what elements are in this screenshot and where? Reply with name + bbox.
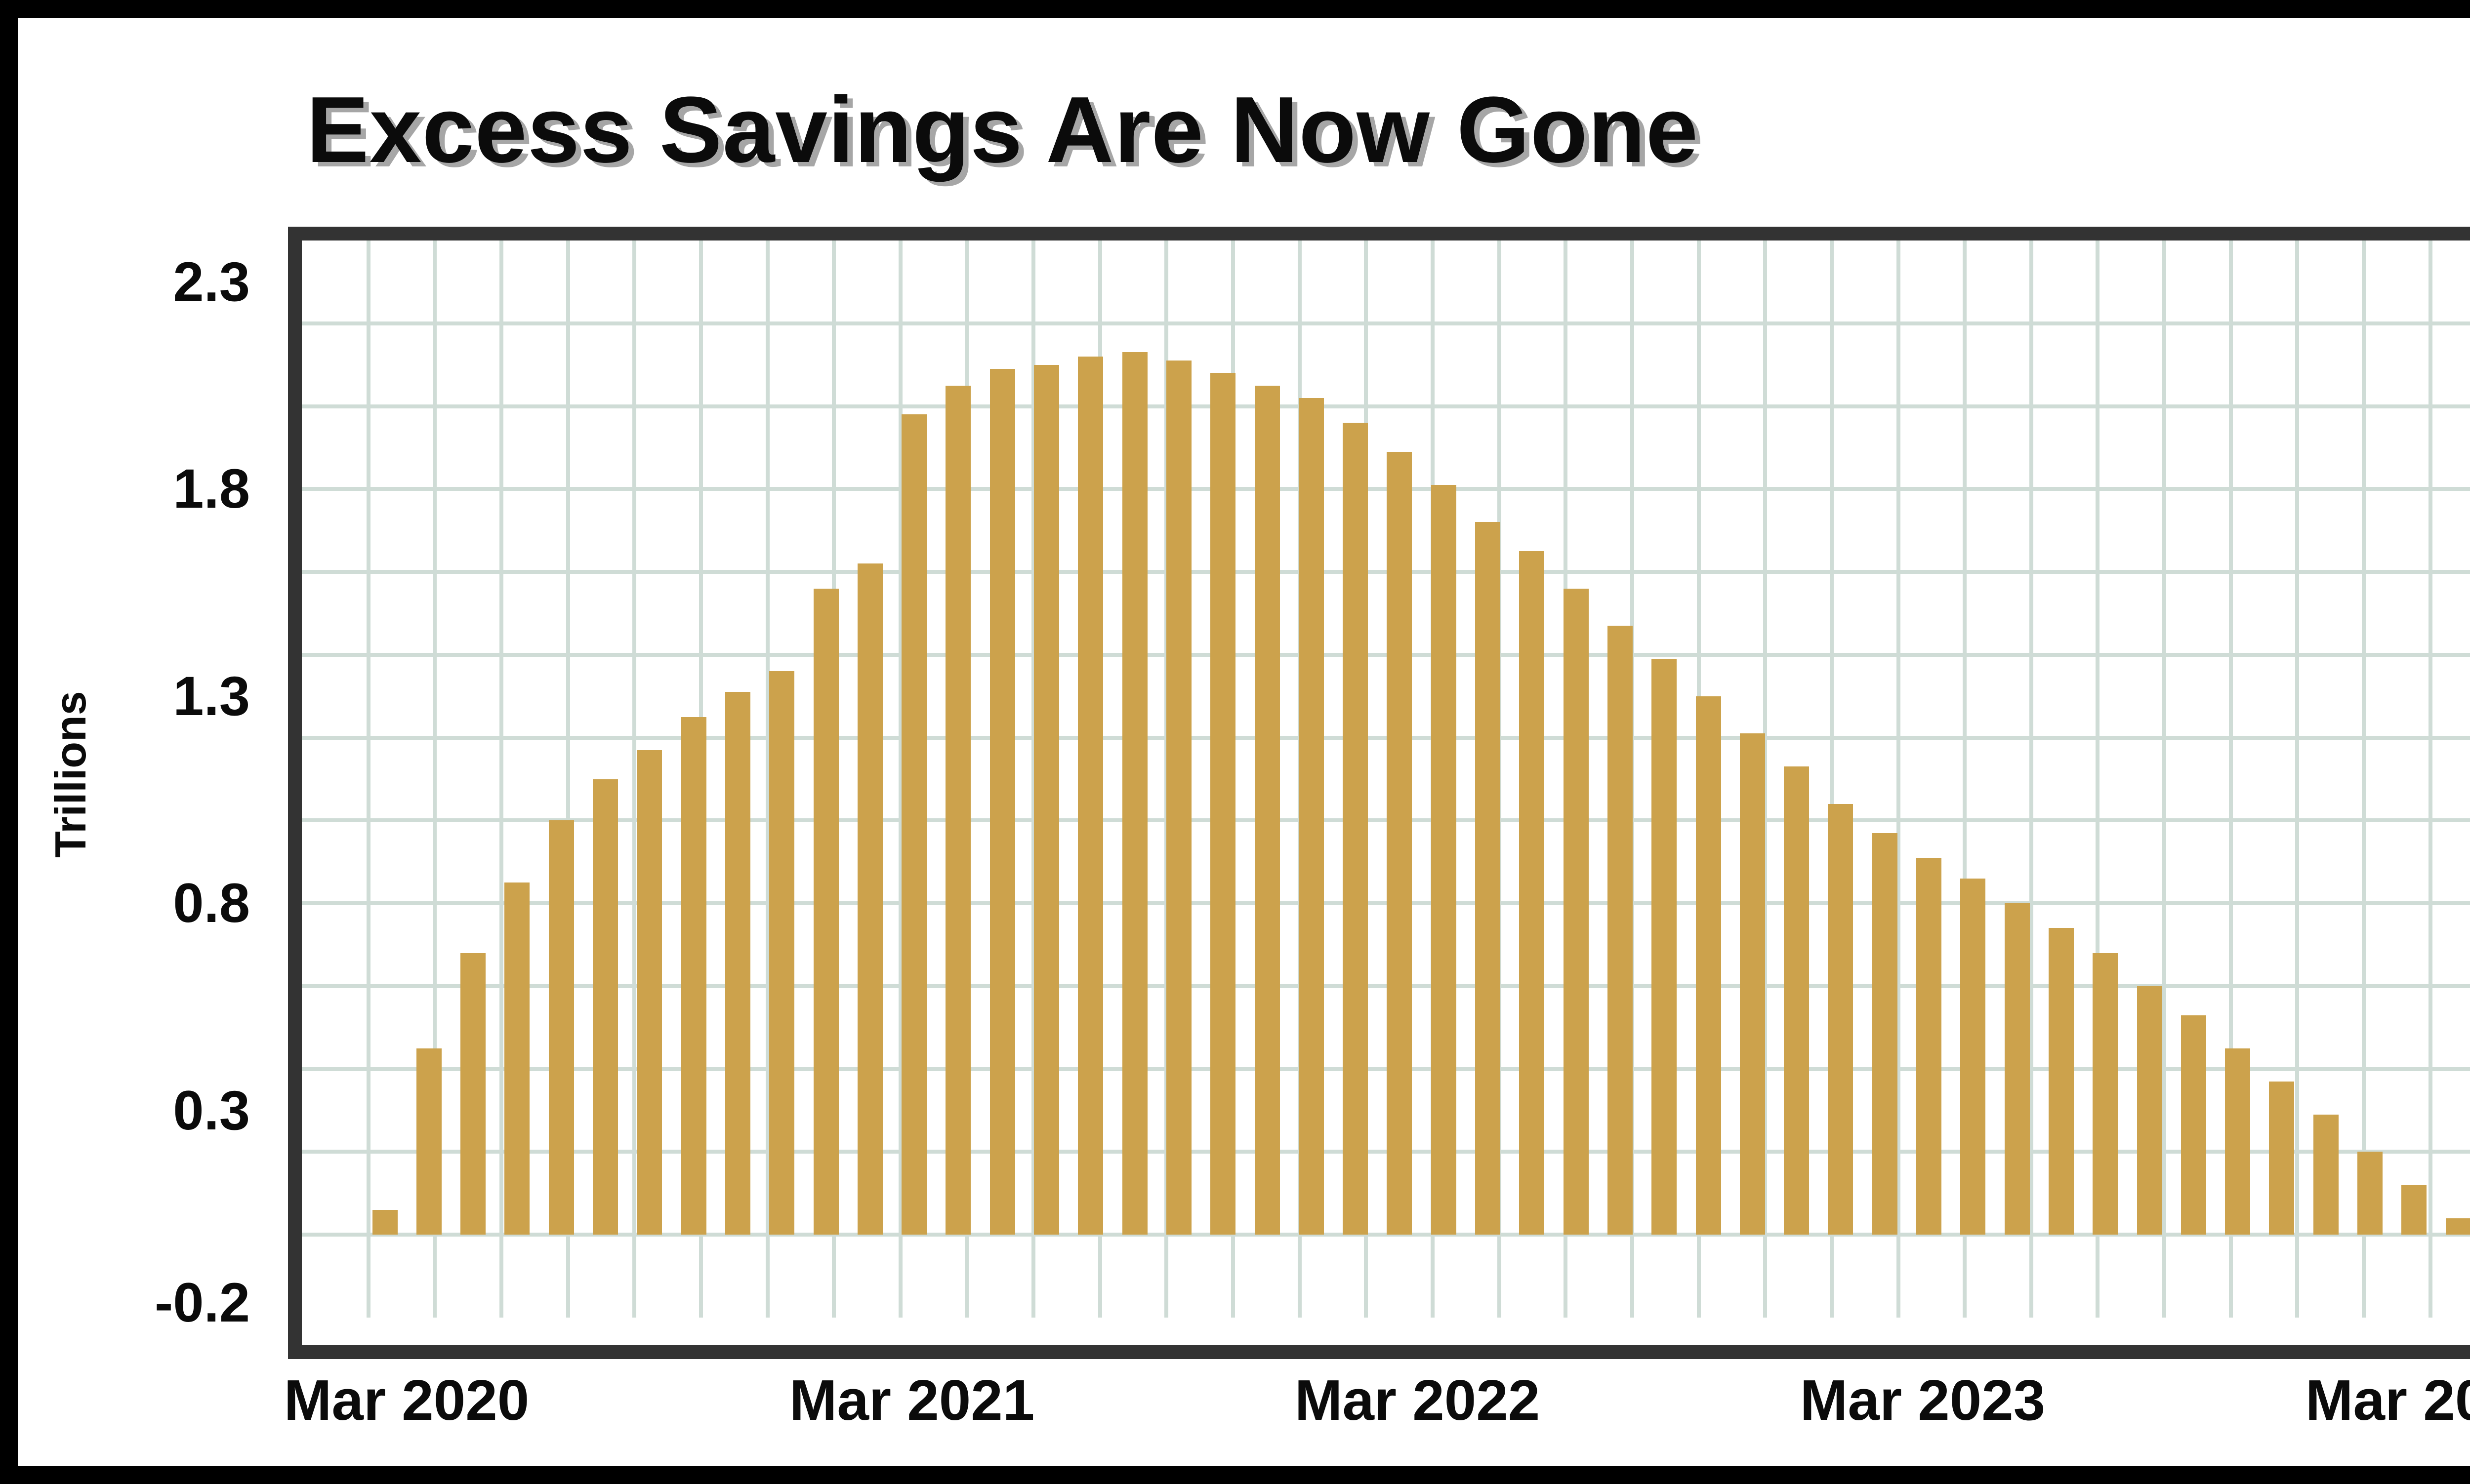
x-tick-label: Mar 2023 <box>1800 1368 2046 1432</box>
bar <box>1651 659 1677 1235</box>
bar <box>1387 451 1412 1235</box>
bar <box>2401 1185 2427 1235</box>
bar <box>1784 766 1810 1235</box>
h-gridline <box>302 901 2470 906</box>
bar <box>1034 364 1059 1235</box>
bar <box>902 414 927 1235</box>
h-gridline <box>302 984 2470 988</box>
bar <box>1122 352 1148 1235</box>
bar <box>989 369 1015 1235</box>
v-gridline <box>765 241 770 1318</box>
v-gridline <box>1763 241 1768 1318</box>
bar <box>1166 361 1192 1235</box>
bar <box>2445 1218 2470 1235</box>
bar <box>2048 928 2074 1235</box>
bar <box>460 953 486 1235</box>
bar <box>1916 857 1941 1235</box>
v-gridline <box>1829 241 1834 1318</box>
bar <box>1872 833 1897 1235</box>
bar <box>1695 696 1721 1235</box>
bar <box>1739 733 1765 1235</box>
h-gridline <box>302 404 2470 408</box>
h-gridline <box>302 487 2470 491</box>
bar <box>1828 803 1853 1235</box>
y-tick-label: 1.8 <box>173 458 250 520</box>
bar <box>857 563 883 1235</box>
h-gridline <box>302 735 2470 740</box>
bar <box>1960 878 1986 1235</box>
bar <box>548 820 574 1235</box>
x-tick-label: Mar 2024 <box>2305 1368 2470 1432</box>
bar <box>2225 1048 2251 1235</box>
v-gridline <box>2362 241 2366 1318</box>
v-gridline <box>2162 241 2167 1318</box>
h-gridline <box>302 321 2470 325</box>
v-gridline <box>1031 241 1036 1318</box>
bar <box>1343 423 1368 1235</box>
bar <box>1078 356 1104 1235</box>
v-gridline <box>366 241 370 1318</box>
bar <box>2357 1152 2383 1235</box>
h-gridline <box>302 1067 2470 1071</box>
h-gridline <box>302 1233 2470 1237</box>
bar <box>1475 522 1500 1235</box>
chart-card: Excess Savings Are Now Gone Trillions 2.… <box>18 18 2470 1466</box>
h-gridline <box>302 1150 2470 1154</box>
x-tick-label: Mar 2021 <box>789 1368 1035 1432</box>
bar <box>1607 626 1633 1235</box>
v-gridline <box>433 241 437 1318</box>
h-gridline <box>302 818 2470 823</box>
bar <box>2093 953 2118 1235</box>
v-gridline <box>2096 241 2100 1318</box>
v-gridline <box>2295 241 2300 1318</box>
v-gridline <box>1963 241 1967 1318</box>
bar <box>2004 903 2030 1235</box>
bar <box>1254 385 1280 1235</box>
y-tick-label: -0.2 <box>155 1272 250 1333</box>
bar <box>1519 551 1545 1235</box>
h-gridline <box>302 570 2470 574</box>
v-gridline <box>2029 241 2033 1318</box>
bar <box>1563 588 1589 1235</box>
x-tick-label: Mar 2020 <box>284 1368 530 1432</box>
bar <box>637 750 662 1235</box>
v-gridline <box>2228 241 2233 1318</box>
y-tick-label: 2.3 <box>173 250 250 313</box>
plot-area <box>302 241 2470 1318</box>
y-tick-label: 0.8 <box>173 872 250 934</box>
bar <box>725 692 750 1235</box>
bar <box>2137 986 2162 1235</box>
bar <box>769 671 795 1235</box>
y-tick-label: 0.3 <box>173 1079 250 1141</box>
v-gridline <box>566 241 570 1318</box>
bar <box>681 717 706 1235</box>
bar <box>813 588 839 1235</box>
v-gridline <box>1896 241 1900 1318</box>
bar <box>1298 398 1324 1235</box>
v-gridline <box>632 241 637 1318</box>
bar <box>504 882 530 1235</box>
bar <box>416 1048 442 1235</box>
y-tick-label: 1.3 <box>173 665 250 727</box>
bar <box>2313 1114 2339 1235</box>
bar <box>1210 373 1236 1235</box>
bar <box>2269 1081 2295 1235</box>
chart-title: Excess Savings Are Now Gone <box>306 78 1699 182</box>
h-gridline <box>302 652 2470 657</box>
v-gridline <box>2428 241 2432 1318</box>
plot-frame <box>288 227 2470 1359</box>
bar <box>1431 484 1456 1235</box>
bar <box>372 1209 398 1235</box>
v-gridline <box>499 241 503 1318</box>
x-tick-label: Mar 2022 <box>1294 1368 1540 1432</box>
bar <box>946 385 971 1235</box>
bar <box>593 779 618 1235</box>
v-gridline <box>898 241 903 1318</box>
bar <box>2181 1015 2206 1235</box>
